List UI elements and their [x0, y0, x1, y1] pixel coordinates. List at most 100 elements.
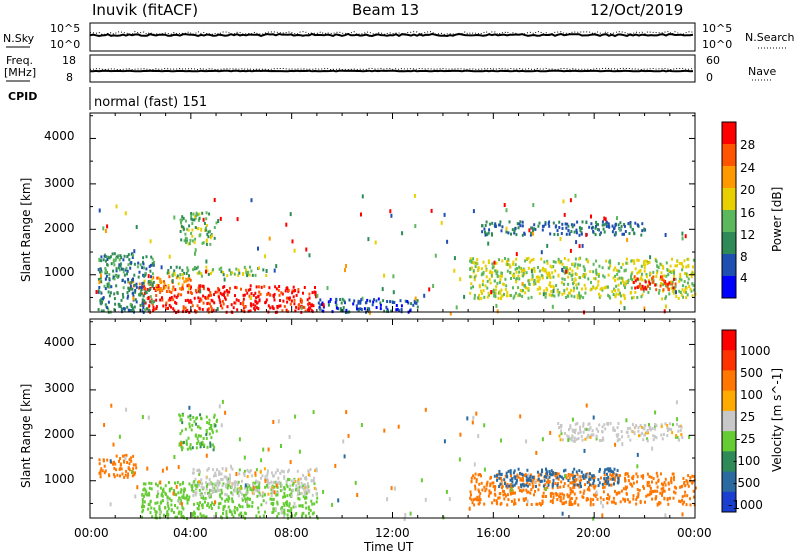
heatmap-cell — [276, 482, 279, 486]
heatmap-cell — [643, 227, 646, 231]
heatmap-cell — [191, 488, 194, 492]
heatmap-cell — [619, 300, 622, 305]
heatmap-cell — [657, 479, 660, 483]
heatmap-cell — [601, 223, 604, 227]
heatmap-cell — [614, 502, 617, 505]
heatmap-cell — [300, 485, 302, 489]
heatmap-cell — [195, 446, 198, 450]
heatmap-cell — [150, 255, 153, 259]
heatmap-cell — [209, 482, 212, 486]
heatmap-cell — [536, 478, 539, 482]
heatmap-cell — [100, 280, 103, 284]
heatmap-cell — [240, 287, 242, 291]
heatmap-cell — [578, 244, 581, 249]
heatmap-cell — [229, 286, 231, 290]
heatmap-cell — [155, 307, 158, 310]
heatmap-cell — [618, 276, 621, 280]
heatmap-cell — [173, 511, 175, 514]
heatmap-cell — [655, 471, 658, 475]
heatmap-cell — [214, 290, 217, 294]
heatmap-cell — [294, 480, 297, 483]
heatmap-cell — [212, 268, 214, 272]
heatmap-cell — [541, 470, 544, 474]
heatmap-cell — [213, 474, 215, 478]
heatmap-cell — [309, 468, 312, 471]
heatmap-cell — [179, 218, 182, 222]
heatmap-cell — [586, 428, 589, 432]
heatmap-cell — [176, 480, 179, 484]
heatmap-cell — [103, 423, 106, 427]
heatmap-cell — [579, 482, 582, 486]
heatmap-cell — [506, 483, 509, 486]
heatmap-cell — [591, 429, 594, 433]
heatmap-cell — [606, 472, 608, 476]
heatmap-cell — [302, 495, 305, 499]
heatmap-cell — [584, 475, 587, 479]
heatmap-cell — [556, 498, 559, 501]
heatmap-cell — [512, 274, 515, 278]
heatmap-cell — [691, 282, 694, 286]
xtick-0: 00:00 — [74, 526, 109, 540]
heatmap-cell — [270, 471, 273, 475]
heatmap-cell — [680, 261, 683, 265]
heatmap-cell — [219, 501, 222, 505]
heatmap-cell — [291, 239, 294, 244]
heatmap-cell — [196, 304, 199, 308]
heatmap-cell — [589, 270, 592, 273]
heatmap-cell — [584, 272, 587, 276]
power-ytick-1000: 1000 — [44, 265, 75, 279]
heatmap-cell — [172, 285, 175, 289]
heatmap-cell — [484, 233, 487, 237]
heatmap-cell — [305, 514, 307, 518]
heatmap-cell — [308, 253, 311, 258]
heatmap-cell — [106, 224, 109, 229]
heatmap-cell — [595, 272, 598, 276]
heatmap-cell — [489, 281, 492, 285]
heatmap-cell — [132, 294, 135, 298]
heatmap-cell — [149, 280, 152, 284]
heatmap-cell — [271, 486, 274, 490]
heatmap-cell — [595, 286, 598, 290]
heatmap-cell — [208, 288, 210, 292]
heatmap-cell — [507, 469, 510, 473]
heatmap-cell — [120, 256, 123, 260]
heatmap-cell — [201, 211, 204, 215]
heatmap-cell — [592, 229, 595, 233]
heatmap-cell — [499, 290, 502, 294]
heatmap-cell — [101, 469, 104, 473]
heatmap-cell — [100, 259, 103, 263]
heatmap-cell — [119, 463, 122, 467]
heatmap-cell — [368, 308, 371, 312]
heatmap-cell — [691, 474, 694, 478]
heatmap-cell — [175, 295, 178, 299]
heatmap-cell — [119, 254, 122, 258]
heatmap-cell — [544, 295, 547, 299]
heatmap-cell — [530, 503, 533, 506]
heatmap-cell — [209, 424, 212, 427]
heatmap-cell — [234, 294, 236, 298]
heatmap-cell — [585, 427, 588, 431]
heatmap-cell — [501, 225, 504, 229]
heatmap-cell — [574, 439, 577, 443]
heatmap-cell — [614, 489, 616, 493]
heatmap-cell — [222, 505, 225, 509]
heatmap-cell — [579, 276, 582, 280]
heatmap-cell — [141, 285, 144, 289]
heatmap-cell — [389, 209, 392, 214]
heatmap-cell — [625, 430, 628, 434]
heatmap-cell — [194, 483, 197, 487]
heatmap-cell — [690, 289, 693, 293]
nsky-trace — [89, 32, 694, 38]
heatmap-cell — [563, 493, 566, 497]
heatmap-cell — [185, 439, 188, 443]
heatmap-cell — [524, 284, 526, 288]
heatmap-cell — [178, 510, 181, 514]
heatmap-cell — [409, 511, 412, 516]
heatmap-cell — [655, 288, 658, 292]
heatmap-cell — [266, 485, 269, 489]
heatmap-cell — [535, 275, 538, 279]
heatmap-cell — [489, 491, 492, 495]
heatmap-cell — [601, 430, 604, 433]
heatmap-cell — [639, 282, 641, 286]
heatmap-cell — [662, 483, 664, 487]
